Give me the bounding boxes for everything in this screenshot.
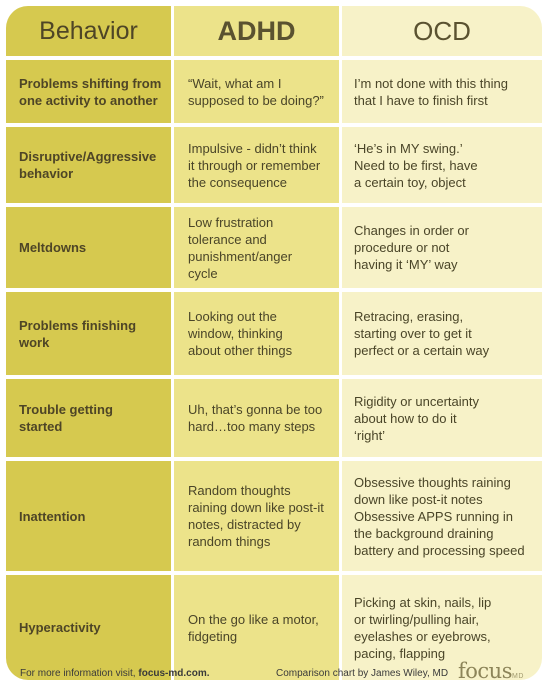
behavior-cell: Meltdowns — [6, 207, 171, 288]
ocd-cell: Picking at skin, nails, lip or twirling/… — [339, 575, 542, 680]
ocd-cell: Obsessive thoughts raining down like pos… — [339, 461, 542, 571]
footer-credit: Comparison chart by James Wiley, MD — [276, 668, 449, 679]
ocd-cell: I’m not done with this thing that I have… — [339, 60, 542, 123]
adhd-cell: On the go like a motor, fidgeting — [171, 575, 339, 680]
adhd-cell: Low frustration tolerance and punishment… — [171, 207, 339, 288]
footer-info-text: For more information visit, — [20, 668, 139, 679]
behavior-cell: Inattention — [6, 461, 171, 571]
ocd-cell: Retracing, erasing, starting over to get… — [339, 292, 542, 375]
behavior-cell: Problems finishing work — [6, 292, 171, 375]
adhd-cell: Uh, that’s gonna be too hard…too many st… — [171, 379, 339, 457]
adhd-cell: “Wait, what am I supposed to be doing?” — [171, 60, 339, 123]
logo-suffix: MD — [511, 673, 524, 680]
header-ocd: OCD — [339, 6, 542, 56]
logo-text: focus — [458, 659, 512, 683]
ocd-cell: Rigidity or uncertainty about how to do … — [339, 379, 542, 457]
behavior-cell: Disruptive/Aggressive behavior — [6, 127, 171, 203]
ocd-cell: ‘He’s in MY swing.’ Need to be first, ha… — [339, 127, 542, 203]
header-adhd: ADHD — [171, 6, 339, 56]
header-behavior: Behavior — [6, 6, 171, 56]
focus-md-logo: focusMD — [458, 659, 524, 683]
adhd-cell: Impulsive - didn’t think it through or r… — [171, 127, 339, 203]
ocd-cell: Changes in order or procedure or not hav… — [339, 207, 542, 288]
behavior-cell: Trouble getting started — [6, 379, 171, 457]
adhd-cell: Looking out the window, thinking about o… — [171, 292, 339, 375]
footer-info: For more information visit, focus-md.com… — [20, 668, 210, 679]
footer-link[interactable]: focus-md.com. — [138, 668, 210, 679]
comparison-table: Behavior ADHD OCD Problems shifting from… — [6, 6, 542, 680]
behavior-cell: Hyperactivity — [6, 575, 171, 680]
behavior-cell: Problems shifting from one activity to a… — [6, 60, 171, 123]
adhd-cell: Random thoughts raining down like post-i… — [171, 461, 339, 571]
